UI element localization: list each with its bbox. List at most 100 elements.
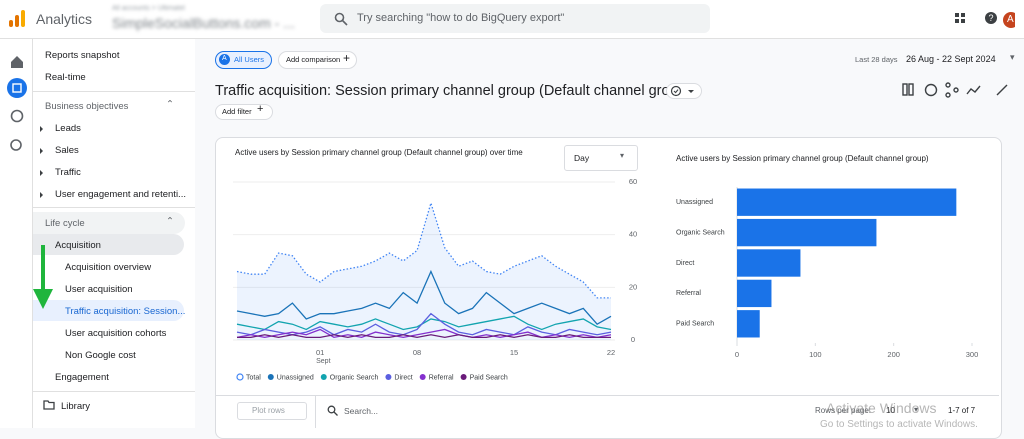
collapse-icon[interactable]: ⌃ [166,99,174,110]
total-area [237,203,611,340]
series-line [236,315,612,331]
y-tick-label: 0 [631,335,635,344]
rail-icons[interactable] [6,50,28,160]
date-range[interactable]: 26 Aug - 22 Sept 2024 [906,54,996,64]
legend-label: Direct [394,374,412,381]
x-tick-label: 0 [735,350,739,359]
bar [737,310,760,338]
acquisition-bg [33,234,184,255]
series-line [237,334,611,339]
nav-item[interactable]: Engagement [55,372,109,383]
analytics-logo [9,10,25,27]
dropdown-icon: ▾ [1010,52,1015,62]
range-label: Last 28 days [855,55,898,64]
account-name[interactable]: SimpleSocialButtons.com - ... [112,15,295,31]
section-title[interactable]: Business objectives [45,101,129,112]
legend-swatch [320,374,327,380]
nav-item[interactable]: Sales [55,145,79,156]
x-tick-label: 08 [413,348,421,357]
legend-swatch [385,374,392,380]
x-tick-label: 200 [887,350,900,359]
nav-item-selected[interactable]: Traffic acquisition: Session... [65,306,186,317]
table-search[interactable]: Search... [344,406,379,416]
comparison-label[interactable]: Add comparison [286,55,341,64]
nav-item[interactable]: User engagement and retenti... [55,189,186,200]
folder-icon [43,400,55,410]
search-icon [327,405,338,416]
y-tick-label: Referral [676,290,701,297]
y-tick-label: 20 [629,282,637,291]
plus-icon: + [343,51,351,65]
bar [737,249,801,277]
charts: 0 20 40 60 01 08 15 22 Sept Total Unassigned Organi… [233,177,979,381]
nav-item[interactable]: Non Google cost [65,350,136,361]
comparison-chip[interactable] [278,51,357,69]
filter-label[interactable]: Add filter [222,107,252,116]
dropdown-icon: ▾ [620,151,625,160]
y-tick-label: 40 [629,230,637,239]
y-tick-label: 60 [629,177,637,186]
x-tick-label: 100 [809,350,822,359]
page-size[interactable]: 10 [886,406,895,415]
granularity-select[interactable] [564,145,638,171]
y-tick-label: Unassigned [676,199,713,206]
plot-rows-label[interactable]: Plot rows [252,406,285,415]
plot-rows-button[interactable] [237,402,307,420]
bar [737,279,772,308]
divider [33,391,195,392]
nav-item[interactable]: Acquisition [55,240,101,251]
filter-chip[interactable] [215,104,273,120]
page: Analytics All accounts > Ultimatel Simpl… [0,4,1024,439]
x-tick-label: 01 [316,348,324,357]
granularity-label[interactable]: Day [574,153,590,163]
title-status-chip[interactable] [666,83,702,99]
table-divider [216,395,999,396]
nav-item[interactable]: Traffic [55,167,81,178]
table-divider [315,396,316,428]
svg-text:?: ? [988,13,993,23]
x-tick-label: 300 [966,350,979,359]
series-line [236,269,612,326]
legend-label: Total [246,374,261,381]
page-range: 1-7 of 7 [948,406,976,415]
bar [737,188,957,216]
segment-badge [219,54,230,65]
legend-swatch [419,374,426,380]
divider [33,207,195,208]
title-actions[interactable] [900,82,1012,98]
x-tick-label: 22 [607,348,615,357]
nav-item[interactable]: Library [61,401,91,412]
divider [33,91,195,92]
search-box[interactable] [320,4,710,33]
legend-label: Unassigned [277,374,314,381]
nav-item[interactable]: User acquisition cohorts [65,328,167,339]
selected-bg [33,300,184,321]
chart-card [215,137,1002,439]
expand-arrows [40,126,43,198]
legend-label: Referral [429,374,454,381]
segment-chip[interactable] [215,51,272,69]
legend-label: Organic Search [330,374,379,381]
section-title[interactable]: Life cycle [45,218,85,229]
legend-swatch [236,373,244,381]
collapse-icon[interactable]: ⌃ [166,216,174,227]
nav-item[interactable]: Acquisition overview [65,262,152,273]
nav-item[interactable]: Reports snapshot [45,50,120,61]
search-placeholder[interactable]: Try searching "how to do BigQuery export… [357,12,565,24]
nav-item[interactable]: User acquisition [65,284,133,295]
watermark-title: Activate Windows [826,400,937,416]
y-tick-label: Direct [676,260,694,267]
account-path[interactable]: All accounts > Ultimatel [112,5,185,12]
nav-item[interactable]: Real-time [45,72,86,83]
top-icons: ? [955,12,1015,28]
segment-badge-text: A [222,55,227,62]
x-tick-label: 15 [510,348,518,357]
lifecycle-group-bg [33,212,185,234]
nav-item[interactable]: Leads [55,123,81,134]
avatar[interactable]: A [1007,14,1014,25]
page-title: Traffic acquisition: Session primary cha… [215,83,691,99]
product-name: Analytics [36,11,93,27]
green-arrow [33,245,53,309]
x-sublabel: Sept [316,358,330,365]
segment-label[interactable]: All Users [234,55,265,64]
